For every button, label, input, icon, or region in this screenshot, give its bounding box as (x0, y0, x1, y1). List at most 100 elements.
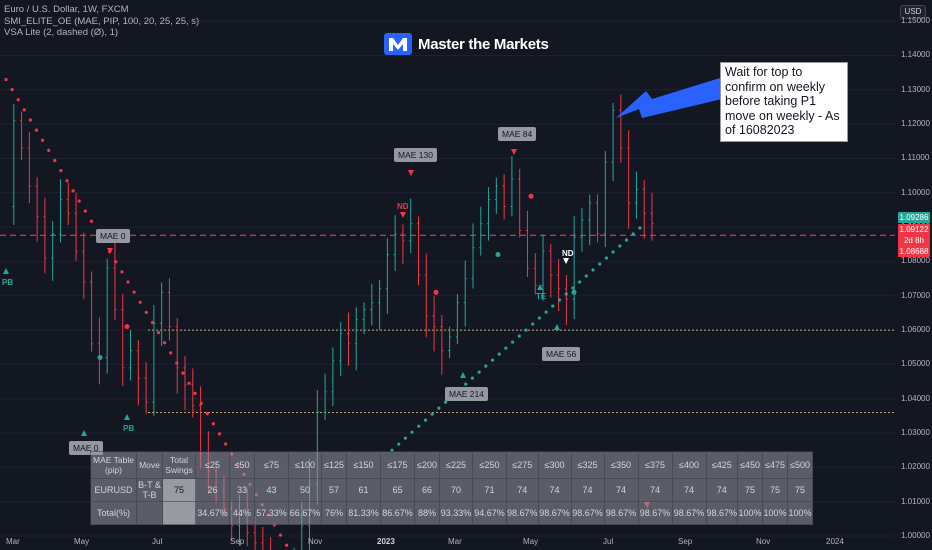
currency-badge[interactable]: USD (900, 5, 926, 19)
indicator-legend-vsa[interactable]: VSA Lite (2, dashed (Ø), 1) (4, 27, 119, 38)
trailing-stop-dot (510, 340, 515, 344)
trailing-stop-dot (524, 328, 528, 332)
table-header-cell: ≤225 (439, 451, 473, 479)
table-header-cell: ≤400 (671, 451, 707, 479)
table-cell: 74 (705, 478, 739, 502)
table-cell: 74 (537, 478, 572, 502)
signal-label: PB (2, 278, 14, 287)
table-cell: 26 (195, 478, 230, 502)
trailing-stop-dot (584, 274, 588, 278)
table-cell: 94.67% (472, 501, 507, 525)
time-tick-label: Nov (308, 537, 323, 546)
trailing-stop-dot (631, 232, 635, 236)
logo-text: Master the Markets (418, 35, 549, 53)
table-header-cell: ≤200 (414, 451, 440, 479)
table-cell: 33 (229, 478, 255, 502)
table-cell: 75 (737, 478, 764, 502)
price-tag: 1.09286 (898, 212, 930, 223)
trailing-stop-dot (65, 179, 69, 183)
trailing-stop-dot (144, 310, 148, 314)
marker-up-icon (554, 324, 560, 330)
time-tick-label: Mar (448, 537, 462, 546)
signal-dot (433, 289, 439, 295)
table-cell: 86.67% (380, 501, 415, 525)
table-cell: 74 (603, 478, 639, 502)
trailing-stop-dot (71, 189, 75, 193)
trailing-stop-dot (604, 256, 609, 260)
time-tick-label: 2023 (377, 537, 395, 546)
trailing-stop-dot (430, 412, 434, 416)
table-row: Total(%) 34.67% 44% 57.33% 66.67% 76% 81.33% 86… (90, 501, 814, 525)
trailing-stop-dot (470, 376, 474, 380)
price-tag: 1.08688 (898, 246, 930, 257)
trailing-stop-dot (618, 244, 622, 248)
mae-label[interactable]: MAE 56 (542, 347, 581, 361)
trailing-stop-dot (531, 322, 535, 326)
trailing-stop-dot (437, 406, 441, 410)
table-header-cell: ≤250 (472, 451, 507, 479)
trailing-stop-dot (205, 412, 209, 416)
price-tick-label: 1.02000 (901, 462, 930, 472)
trailing-stop-dot (16, 98, 20, 102)
marker-down-icon (107, 248, 113, 254)
table-cell (136, 501, 163, 525)
trailing-stop-dot (89, 219, 93, 223)
trailing-stop-dot (4, 77, 8, 82)
table-cell: 88% (414, 501, 440, 525)
trailing-stop-dot (77, 199, 81, 203)
price-tick-label: 1.15000 (901, 16, 930, 26)
table-cell: 57 (321, 478, 347, 502)
signal-label: ND (562, 249, 574, 258)
annotation-note[interactable]: Wait for top to confirm on weekly before… (720, 62, 848, 142)
table-cell: 98.67% (637, 501, 673, 525)
table-cell: B-T & T-B (136, 478, 163, 502)
mae-label[interactable]: MAE 0 (96, 229, 130, 243)
table-cell: 98.67% (705, 501, 739, 525)
symbol-legend[interactable]: Euro / U.S. Dollar, 1W, FXCM (4, 4, 129, 15)
table-cell: 76% (321, 501, 347, 525)
trailing-stop-dot (181, 371, 185, 375)
table-cell (162, 501, 196, 525)
signal-dot (528, 193, 534, 199)
trailing-stop-dot (163, 341, 167, 345)
price-tick-label: 1.14000 (901, 50, 930, 60)
trailing-stop-dot (59, 169, 63, 173)
table-header-cell: ≤125 (321, 451, 347, 479)
table-cell: 74 (637, 478, 673, 502)
table-header-cell: ≤450 (737, 451, 764, 479)
price-tick-label: 1.00000 (901, 531, 930, 540)
trailing-stop-dot (444, 400, 448, 404)
marker-down-icon (511, 149, 517, 155)
table-header-cell: ≤500 (787, 451, 814, 479)
trailing-stop-dot (397, 442, 401, 446)
trailing-stop-dot (564, 292, 568, 296)
table-cell: 43 (254, 478, 289, 502)
mae-label[interactable]: MAE 84 (498, 127, 537, 141)
marker-up-icon (537, 284, 543, 290)
table-cell: 100% (762, 501, 789, 525)
table-header-cell: ≤475 (762, 451, 789, 479)
price-tick-label: 1.04000 (901, 393, 930, 403)
trailing-stop-dot (217, 432, 222, 436)
signal-dot (124, 324, 130, 330)
price-tick-label: 1.11000 (901, 153, 930, 163)
trailing-stop-dot (403, 436, 407, 440)
marker-down-icon (408, 170, 414, 176)
trailing-stop-dot (114, 260, 118, 264)
price-tick-label: 1.08000 (901, 256, 930, 266)
table-header-cell: ≤375 (637, 451, 673, 479)
trailing-stop-dot (138, 300, 142, 304)
trailing-stop-dot (490, 358, 495, 362)
indicator-legend-smi[interactable]: SMI_ELITE_OE (MAE, PIP, 100, 20, 25, 25,… (4, 15, 200, 27)
trailing-stop-dot (34, 128, 39, 132)
trailing-stop-dot (477, 370, 481, 374)
trailing-stop-dot (193, 391, 197, 395)
mae-label[interactable]: MAE 214 (445, 387, 488, 401)
time-tick-label: Mar (6, 537, 20, 546)
table-header-cell: ≤300 (537, 451, 572, 479)
signal-label: TE (536, 292, 547, 301)
mae-label[interactable]: MAE 130 (394, 148, 437, 162)
table-cell: 74 (570, 478, 605, 502)
marker-down-icon (563, 258, 569, 264)
